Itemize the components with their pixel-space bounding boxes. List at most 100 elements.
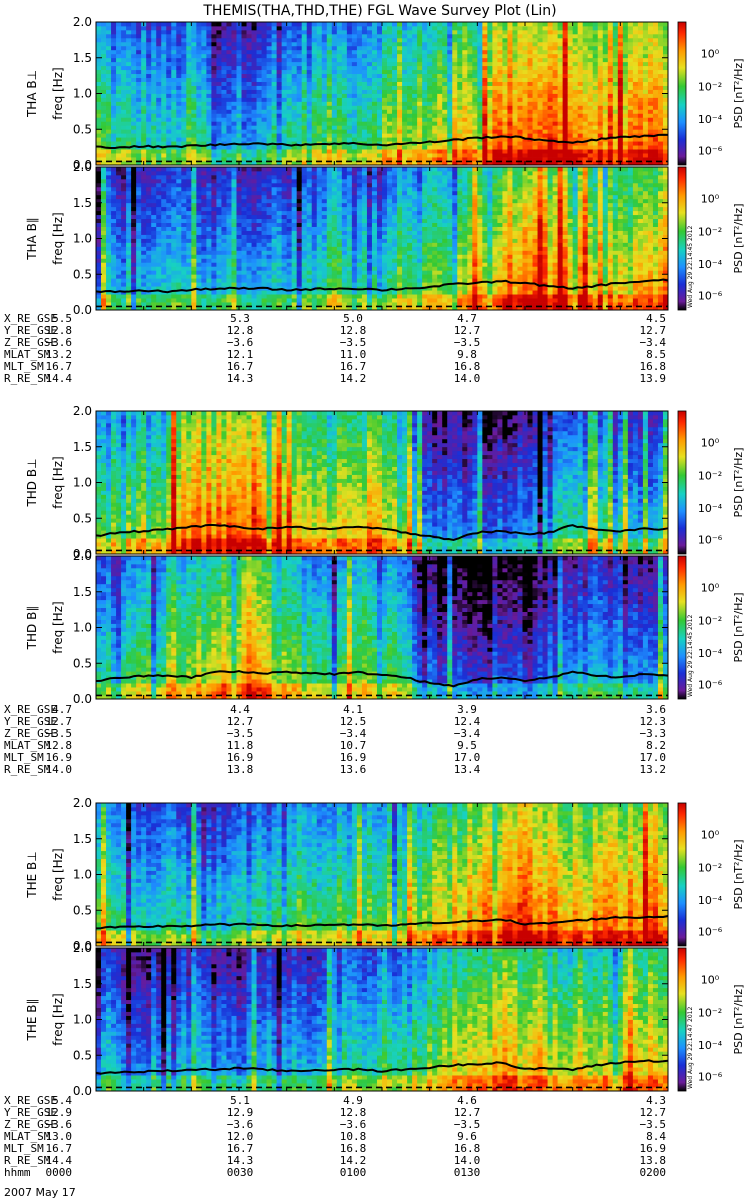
spectrogram-cell bbox=[432, 121, 437, 125]
spectrogram-cell bbox=[96, 203, 101, 207]
spectrogram-cell bbox=[106, 282, 111, 286]
spectrogram-cell bbox=[146, 78, 151, 82]
spectrogram-cell bbox=[277, 117, 282, 121]
spectrogram-cell bbox=[517, 62, 522, 66]
spectrogram-cell bbox=[492, 105, 497, 109]
spectrogram-cell bbox=[362, 101, 367, 105]
spectrogram-cell bbox=[623, 145, 628, 149]
spectrogram-cell bbox=[116, 282, 121, 286]
spectrogram-cell bbox=[598, 113, 603, 117]
spectrogram-cell bbox=[538, 54, 543, 58]
spectrogram-cell bbox=[502, 34, 507, 38]
spectrogram-cell bbox=[166, 125, 171, 129]
spectrogram-cell bbox=[287, 38, 292, 42]
spectrogram-cell bbox=[171, 235, 176, 239]
spectrogram-cell bbox=[427, 129, 432, 133]
spectrogram-cell bbox=[206, 191, 211, 195]
spectrogram-cell bbox=[302, 90, 307, 94]
spectrogram-cell bbox=[593, 141, 598, 145]
spectrogram-cell bbox=[151, 34, 156, 38]
spectrogram-cell bbox=[201, 58, 206, 62]
spectrogram-cell bbox=[573, 97, 578, 101]
spectrogram-cell bbox=[312, 42, 317, 46]
spectrogram-cell bbox=[563, 129, 568, 133]
spectrogram-cell bbox=[221, 125, 226, 129]
spectrogram-cell bbox=[166, 141, 171, 145]
spectrogram-cell bbox=[613, 101, 618, 105]
spectrogram-cell bbox=[553, 145, 558, 149]
spectrogram-cell bbox=[186, 137, 191, 141]
spectrogram-cell bbox=[352, 101, 357, 105]
spectrogram-cell bbox=[272, 94, 277, 98]
spectrogram-cell bbox=[422, 50, 427, 54]
spectrogram-cell bbox=[96, 109, 101, 113]
spectrogram-cell bbox=[342, 70, 347, 74]
spectrogram-cell bbox=[613, 109, 618, 113]
spectrogram-cell bbox=[432, 133, 437, 137]
spectrogram-cell bbox=[538, 66, 543, 70]
spectrogram-cell bbox=[412, 54, 417, 58]
spectrogram-cell bbox=[558, 113, 563, 117]
spectrogram-cell bbox=[462, 94, 467, 98]
spectrogram-cell bbox=[442, 113, 447, 117]
spectrogram-cell bbox=[156, 203, 161, 207]
spectrogram-cell bbox=[558, 22, 563, 26]
spectrogram-cell bbox=[578, 101, 583, 105]
spectrogram-cell bbox=[262, 145, 267, 149]
spectrogram-cell bbox=[452, 101, 457, 105]
spectrogram-cell bbox=[402, 42, 407, 46]
spectrogram-cell bbox=[161, 22, 166, 26]
spectrogram-cell bbox=[603, 50, 608, 54]
spectrogram-cell bbox=[226, 137, 231, 141]
spectrogram-cell bbox=[121, 266, 126, 270]
spectrogram-cell bbox=[412, 86, 417, 90]
spectrogram-cell bbox=[372, 30, 377, 34]
spectrogram-cell bbox=[517, 82, 522, 86]
spectrogram-cell bbox=[442, 90, 447, 94]
spectrogram-cell bbox=[347, 62, 352, 66]
spectrogram-cell bbox=[126, 294, 131, 298]
spectrogram-cell bbox=[111, 203, 116, 207]
spectrogram-cell bbox=[126, 270, 131, 274]
spectrogram-cell bbox=[201, 215, 206, 219]
spectrogram-cell bbox=[452, 105, 457, 109]
spectrogram-cell bbox=[121, 199, 126, 203]
spectrogram-cell bbox=[442, 94, 447, 98]
spectrogram-cell bbox=[211, 262, 216, 266]
spectrogram-cell bbox=[282, 46, 287, 50]
spectrogram-cell bbox=[613, 145, 618, 149]
spectrogram-cell bbox=[568, 113, 573, 117]
spectrogram-cell bbox=[643, 149, 648, 153]
spectrogram-cell bbox=[522, 141, 527, 145]
spectrogram-cell bbox=[191, 34, 196, 38]
spectrogram-cell bbox=[452, 129, 457, 133]
spectrogram-cell bbox=[302, 30, 307, 34]
spectrogram-cell bbox=[412, 101, 417, 105]
spectrogram-cell bbox=[141, 294, 146, 298]
spectrogram-cell bbox=[422, 38, 427, 42]
spectrogram-cell bbox=[563, 78, 568, 82]
spectrogram-cell bbox=[146, 175, 151, 179]
spectrogram-cell bbox=[487, 149, 492, 153]
spectrogram-cell bbox=[171, 34, 176, 38]
spectrogram-cell bbox=[507, 129, 512, 133]
spectrogram-cell bbox=[492, 145, 497, 149]
spectrogram-cell bbox=[528, 153, 533, 157]
spectrogram-cell bbox=[111, 153, 116, 157]
spectrogram-cell bbox=[176, 167, 181, 171]
spectrogram-cell bbox=[151, 278, 156, 282]
spectrogram-cell bbox=[397, 109, 402, 113]
spectrogram-cell bbox=[216, 78, 221, 82]
spectrogram-cell bbox=[603, 109, 608, 113]
spectrogram-cell bbox=[467, 94, 472, 98]
spectrogram-cell bbox=[211, 133, 216, 137]
spectrogram-cell bbox=[211, 70, 216, 74]
spectrogram-cell bbox=[492, 46, 497, 50]
spectrogram-cell bbox=[327, 145, 332, 149]
spectrogram-cell bbox=[186, 97, 191, 101]
spectrogram-cell bbox=[522, 117, 527, 121]
spectrogram-cell bbox=[633, 74, 638, 78]
spectrogram-cell bbox=[538, 153, 543, 157]
spectrogram-cell bbox=[437, 117, 442, 121]
spectrogram-cell bbox=[96, 30, 101, 34]
